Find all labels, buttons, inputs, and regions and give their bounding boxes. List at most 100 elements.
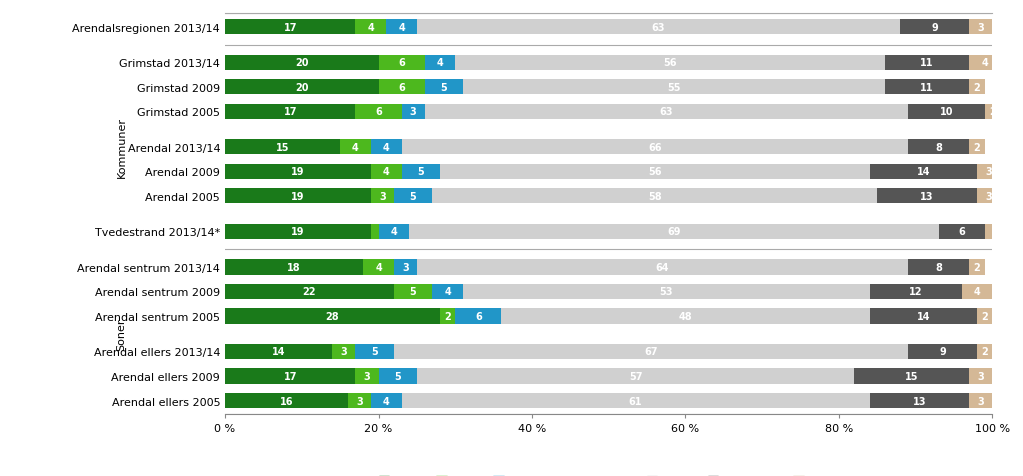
Bar bbox=[900, 20, 970, 35]
Text: 6: 6 bbox=[959, 227, 965, 237]
Text: 9: 9 bbox=[931, 23, 938, 33]
Text: 3: 3 bbox=[977, 396, 984, 406]
Text: 55: 55 bbox=[667, 83, 680, 93]
Text: 20: 20 bbox=[295, 58, 309, 68]
Text: 5: 5 bbox=[409, 191, 416, 201]
Text: Kommuner: Kommuner bbox=[117, 117, 127, 178]
Text: 9: 9 bbox=[939, 347, 946, 357]
Text: 4: 4 bbox=[444, 287, 451, 297]
Text: 11: 11 bbox=[921, 83, 934, 93]
Text: 3: 3 bbox=[985, 191, 992, 201]
Bar bbox=[432, 284, 462, 299]
Bar bbox=[970, 368, 992, 384]
Text: 3: 3 bbox=[379, 191, 386, 201]
Bar bbox=[401, 140, 908, 155]
Bar bbox=[356, 105, 401, 119]
Bar bbox=[225, 80, 379, 95]
Text: 4: 4 bbox=[383, 143, 390, 152]
Text: 64: 64 bbox=[656, 262, 669, 272]
Bar bbox=[908, 344, 977, 359]
Legend: Til fots, Sykkel, Kollektivtransport eks fly, Bilfører, Bilpassasjer, Annet: Til fots, Sykkel, Kollektivtransport eks… bbox=[374, 471, 843, 476]
Bar bbox=[340, 140, 371, 155]
Bar bbox=[977, 164, 1000, 179]
Bar bbox=[225, 309, 440, 324]
Bar bbox=[440, 164, 870, 179]
Bar bbox=[977, 309, 992, 324]
Bar bbox=[970, 260, 984, 275]
Text: 5: 5 bbox=[394, 371, 401, 381]
Bar bbox=[462, 80, 885, 95]
Bar bbox=[870, 284, 962, 299]
Bar bbox=[225, 368, 356, 384]
Text: 6: 6 bbox=[475, 311, 482, 321]
Bar bbox=[440, 309, 455, 324]
Text: 8: 8 bbox=[935, 262, 942, 272]
Text: 58: 58 bbox=[648, 191, 662, 201]
Bar bbox=[225, 393, 348, 408]
Text: 19: 19 bbox=[292, 191, 305, 201]
Text: 67: 67 bbox=[644, 347, 658, 357]
Bar bbox=[370, 224, 379, 239]
Text: 5: 5 bbox=[371, 347, 379, 357]
Bar bbox=[455, 56, 885, 71]
Bar bbox=[401, 105, 425, 119]
Bar bbox=[225, 260, 363, 275]
Text: 6: 6 bbox=[398, 83, 405, 93]
Text: 2: 2 bbox=[974, 262, 980, 272]
Text: 17: 17 bbox=[283, 107, 297, 117]
Text: 14: 14 bbox=[917, 167, 930, 177]
Bar bbox=[394, 260, 417, 275]
Bar bbox=[370, 164, 401, 179]
Bar bbox=[225, 105, 356, 119]
Bar bbox=[970, 140, 984, 155]
Bar bbox=[225, 20, 356, 35]
Text: 63: 63 bbox=[660, 107, 673, 117]
Text: 4: 4 bbox=[437, 58, 443, 68]
Text: 3: 3 bbox=[409, 107, 416, 117]
Bar bbox=[908, 140, 970, 155]
Text: 17: 17 bbox=[283, 23, 297, 33]
Bar bbox=[455, 309, 501, 324]
Bar bbox=[332, 344, 356, 359]
Text: 3: 3 bbox=[356, 396, 363, 406]
Text: 56: 56 bbox=[648, 167, 662, 177]
Text: 3: 3 bbox=[402, 262, 409, 272]
Text: 22: 22 bbox=[303, 287, 316, 297]
Text: 3: 3 bbox=[341, 347, 348, 357]
Text: 6: 6 bbox=[398, 58, 405, 68]
Text: Soner: Soner bbox=[117, 318, 127, 350]
Bar bbox=[970, 80, 984, 95]
Bar bbox=[984, 105, 1000, 119]
Text: 2: 2 bbox=[444, 311, 451, 321]
Bar bbox=[970, 393, 992, 408]
Bar bbox=[394, 344, 908, 359]
Bar bbox=[977, 344, 992, 359]
Text: 4: 4 bbox=[391, 227, 397, 237]
Text: 6: 6 bbox=[375, 107, 382, 117]
Text: 15: 15 bbox=[905, 371, 919, 381]
Bar bbox=[870, 309, 977, 324]
Text: 10: 10 bbox=[939, 107, 953, 117]
Text: 16: 16 bbox=[279, 396, 294, 406]
Text: 28: 28 bbox=[325, 311, 340, 321]
Text: 5: 5 bbox=[417, 167, 425, 177]
Bar bbox=[401, 164, 440, 179]
Text: 2: 2 bbox=[981, 311, 988, 321]
Bar bbox=[225, 164, 370, 179]
Bar bbox=[908, 260, 970, 275]
Text: 66: 66 bbox=[648, 143, 662, 152]
Text: 12: 12 bbox=[908, 287, 923, 297]
Text: 15: 15 bbox=[276, 143, 290, 152]
Text: 13: 13 bbox=[913, 396, 926, 406]
Bar bbox=[977, 189, 1000, 204]
Bar bbox=[379, 368, 417, 384]
Bar bbox=[225, 56, 379, 71]
Bar bbox=[370, 189, 394, 204]
Bar bbox=[394, 284, 433, 299]
Bar bbox=[363, 260, 394, 275]
Text: 13: 13 bbox=[921, 191, 934, 201]
Bar bbox=[878, 189, 977, 204]
Text: 4: 4 bbox=[974, 287, 980, 297]
Bar bbox=[356, 344, 394, 359]
Text: 4: 4 bbox=[383, 167, 390, 177]
